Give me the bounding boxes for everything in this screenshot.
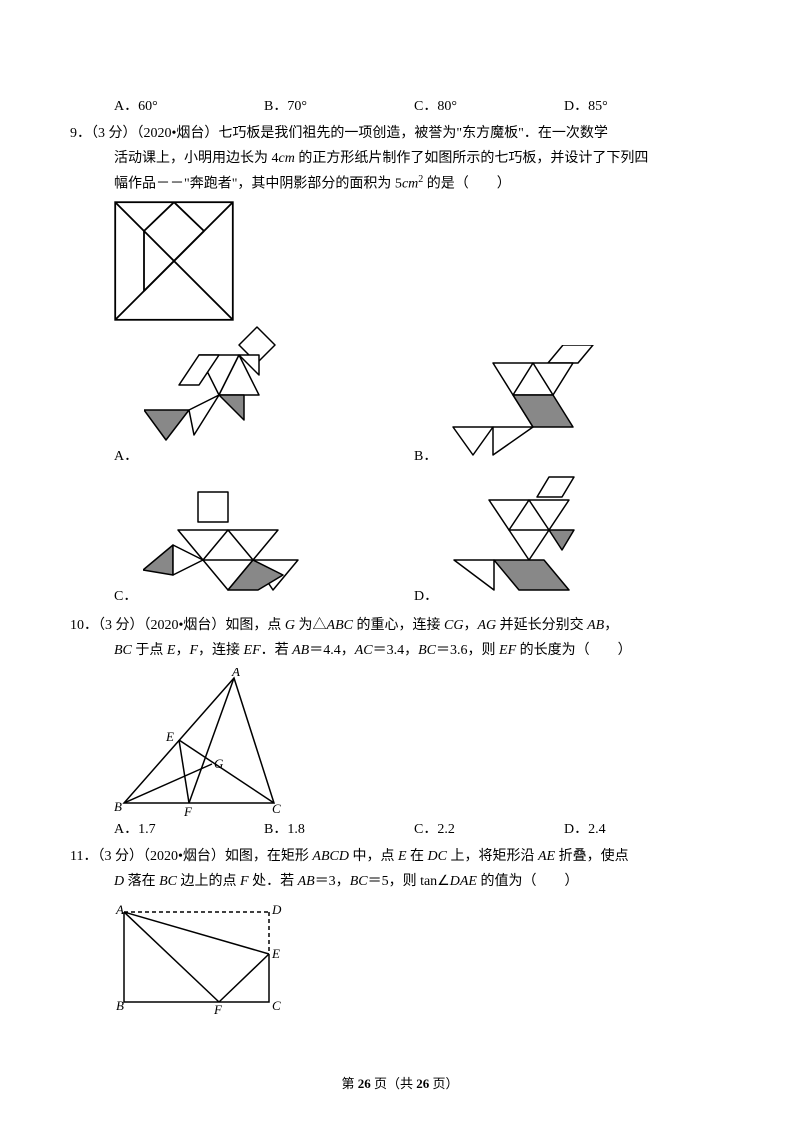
svg-text:E: E xyxy=(165,729,174,744)
runner-b-icon xyxy=(443,345,603,465)
q9-text: 9．（3 分）（2020•烟台）七巧板是我们祖先的一项创造，被誉为"东方魔板"．… xyxy=(70,121,730,197)
fold-rectangle-icon: A D B C E F xyxy=(114,902,284,1017)
q10-option-c: C．2.2 xyxy=(414,818,564,838)
q8-options: A．60° B．70° C．80° D．85° xyxy=(114,95,730,115)
q9-tangram-base xyxy=(114,201,730,321)
q9-opt-b-label: B． xyxy=(414,445,437,465)
q10-option-a: A．1.7 xyxy=(114,818,264,838)
q10-options: A．1.7 B．1.8 C．2.2 D．2.4 xyxy=(114,818,730,838)
question-11: 11．（3 分）（2020•烟台）如图，在矩形 ABCD 中，点 E 在 DC … xyxy=(70,844,730,1017)
q9-opt-d-label: D． xyxy=(414,585,438,605)
q10-points: （3 分） xyxy=(98,618,144,633)
svg-text:C: C xyxy=(272,998,281,1013)
svg-text:A: A xyxy=(231,668,240,679)
q9-unit2: cm xyxy=(402,177,418,192)
q8-option-b: B．70° xyxy=(264,95,414,115)
q9-line3: 幅作品－－"奔跑者"，其中阴影部分的面积为 5 xyxy=(114,177,402,192)
svg-text:F: F xyxy=(213,1002,223,1017)
q9-line2: 活动课上，小明用边长为 4 xyxy=(114,151,279,166)
svg-text:B: B xyxy=(114,799,122,814)
q9-opt-a-label: A． xyxy=(114,445,138,465)
q8-option-c: C．80° xyxy=(414,95,564,115)
runner-c-icon xyxy=(143,490,318,605)
svg-text:B: B xyxy=(116,998,124,1013)
runner-a-icon xyxy=(144,325,289,465)
question-10: 10．（3 分）（2020•烟台）如图，点 G 为△ABC 的重心，连接 CG，… xyxy=(70,613,730,837)
q10-source: （2020•烟台） xyxy=(144,618,226,633)
svg-text:C: C xyxy=(272,801,281,816)
page-footer: 第 26 页（共 26 页） xyxy=(0,1073,800,1092)
q9-line1: 七巧板是我们祖先的一项创造，被誉为"东方魔板"．在一次数学 xyxy=(218,126,607,141)
q9-unit1: cm xyxy=(279,151,295,166)
q9-source: （2020•烟台） xyxy=(137,126,219,141)
q11-points: （3 分） xyxy=(97,849,143,864)
q10-figure: A B C E F G xyxy=(114,668,730,818)
q10-option-b: B．1.8 xyxy=(264,818,414,838)
q10-option-d: D．2.4 xyxy=(564,818,714,838)
q11-text: 11．（3 分）（2020•烟台）如图，在矩形 ABCD 中，点 E 在 DC … xyxy=(70,844,730,894)
centroid-triangle-icon: A B C E F G xyxy=(114,668,299,818)
svg-text:E: E xyxy=(271,946,280,961)
q9-row-cd: C． D． xyxy=(114,475,730,605)
runner-d-icon xyxy=(444,475,604,605)
q11-figure: A D B C E F xyxy=(114,902,730,1017)
svg-text:A: A xyxy=(115,902,124,917)
q9-points: （3 分） xyxy=(91,126,137,141)
q9-opt-c-label: C． xyxy=(114,585,137,605)
q10-text: 10．（3 分）（2020•烟台）如图，点 G 为△ABC 的重心，连接 CG，… xyxy=(70,613,730,663)
q9-line2b: 的正方形纸片制作了如图所示的七巧板，并设计了下列四 xyxy=(295,151,649,166)
svg-text:G: G xyxy=(214,756,224,771)
q11-number: 11． xyxy=(70,849,97,864)
q11-source: （2020•烟台） xyxy=(143,849,225,864)
q9-row-ab: A． xyxy=(114,325,730,465)
q9-line3b: 的是（ ） xyxy=(423,177,511,192)
q9-number: 9． xyxy=(70,126,91,141)
svg-text:F: F xyxy=(183,804,193,818)
q8-option-d: D．85° xyxy=(564,95,714,115)
question-9: 9．（3 分）（2020•烟台）七巧板是我们祖先的一项创造，被誉为"东方魔板"．… xyxy=(70,121,730,605)
tangram-square-icon xyxy=(114,201,234,321)
q8-option-a: A．60° xyxy=(114,95,264,115)
q10-number: 10． xyxy=(70,618,98,633)
svg-text:D: D xyxy=(271,902,282,917)
